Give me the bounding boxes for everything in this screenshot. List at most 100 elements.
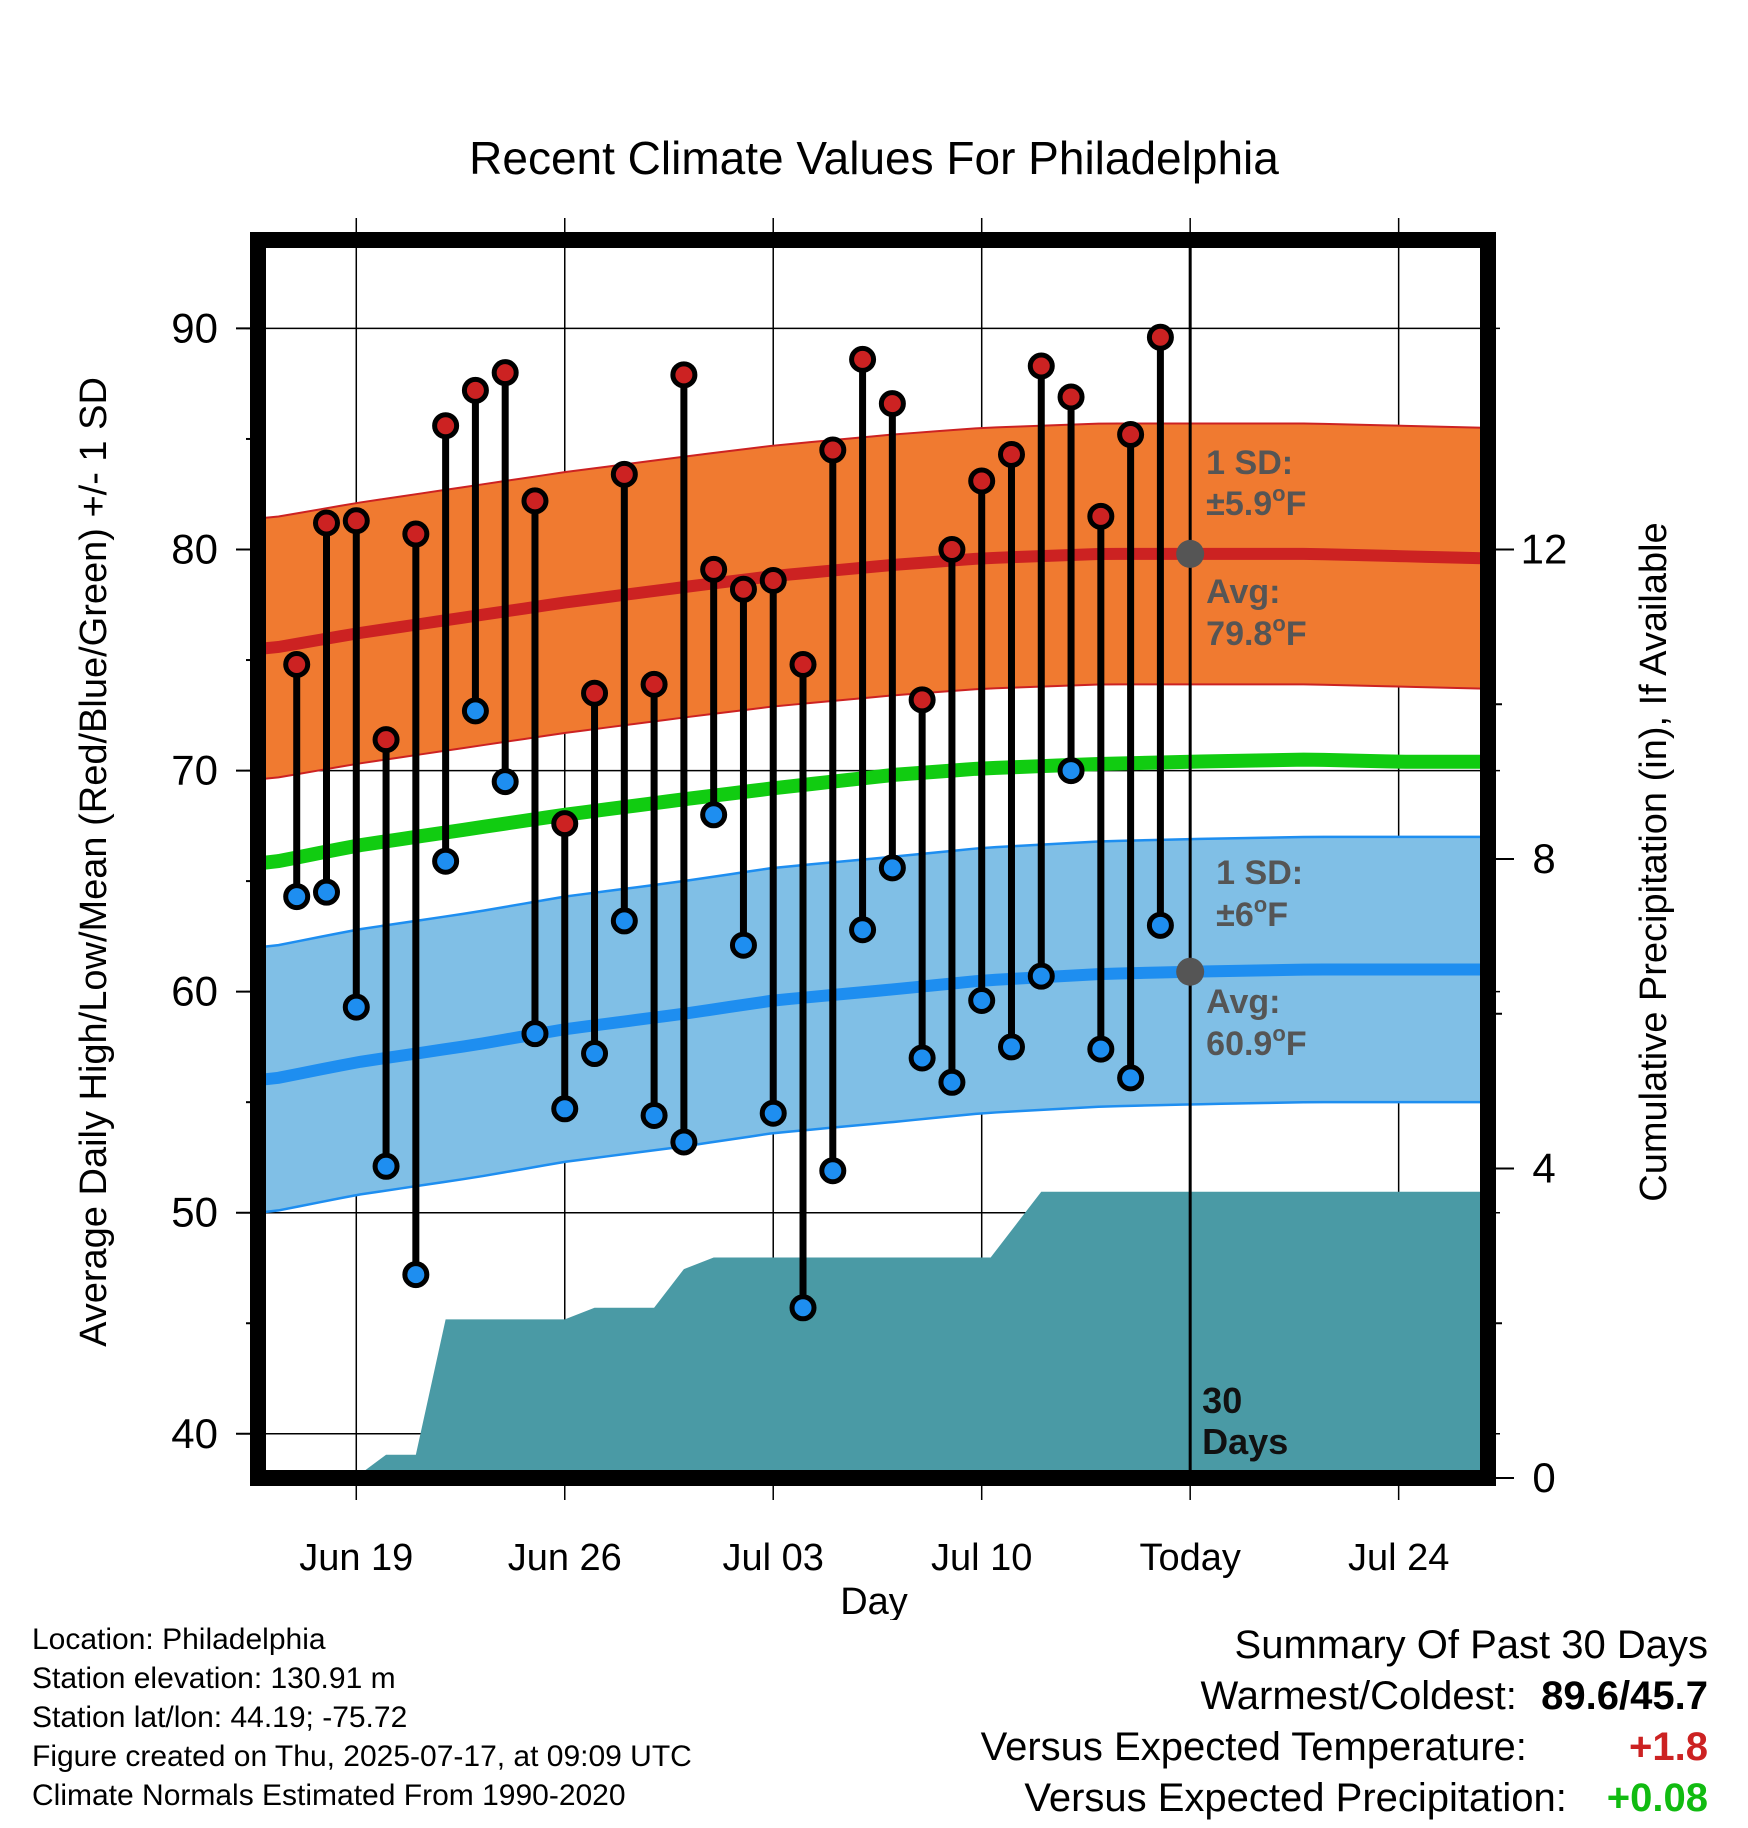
low-sd-label: 1 SD: [1216,854,1303,892]
daily-low-point [521,1020,549,1048]
y-tick-label: 80 [171,526,218,573]
daily-low-point [819,1157,847,1185]
high-sd-lower-line [257,683,1489,781]
daily-high-point [1087,502,1115,530]
daily-low-point [997,1033,1025,1061]
warmest-value: 89.6/45.7 [1541,1674,1708,1718]
daily-high-point [581,679,609,707]
x-tick-label: Jun 19 [299,1537,413,1579]
y-axis-label: Average Daily High/Low/Mean (Red/Blue/Gr… [73,377,115,1347]
precip-value: +0.08 [1606,1776,1708,1820]
daily-high-point [1027,352,1055,380]
low-avg-label: Avg: [1206,983,1280,1021]
x-tick-label: Jul 24 [1348,1537,1449,1579]
daily-low-point [1117,1064,1145,1092]
daily-high-point [789,650,817,678]
y2-tick-label: 0 [1532,1454,1555,1501]
high-avg-value: 79.8oF [1206,611,1306,653]
warmest-row: Warmest/Coldest: 89.6/45.7 [981,1671,1709,1722]
normal-mean-line [257,752,1488,871]
daily-low-point [700,801,728,829]
daily-high-point [729,575,757,603]
y-tick-label: 90 [171,304,218,351]
precip-row: Versus Expected Precipitation: +0.08 [981,1773,1708,1824]
normal-high-line [257,547,1489,655]
daily-high-point [700,555,728,583]
today-high-normal-marker [1176,539,1205,568]
station-info: Location: Philadelphia Station elevation… [32,1620,692,1815]
today-low-normal-marker [1176,957,1205,986]
daily-stems [293,337,1164,1308]
daily-low-point [640,1101,668,1129]
daily-low-point [908,1044,936,1072]
daily-high-point [849,345,877,373]
daily-high-point [402,520,430,548]
x-tick-label: Jun 26 [508,1537,622,1579]
daily-high-point [283,650,311,678]
high-sd-upper-line [257,422,1489,520]
daily-low-point [312,878,340,906]
daily-high-point [432,412,460,440]
daily-low-point [1146,911,1174,939]
latlon-text: Station lat/lon: 44.19; -75.72 [32,1701,408,1734]
low-sd-lower-line [257,1100,1488,1214]
warmest-label: Warmest/Coldest: [1200,1674,1517,1718]
high-sd-band [258,423,1488,780]
x-tick-label: Today [1139,1537,1240,1579]
daily-low-point [432,847,460,875]
created-text: Figure created on Thu, 2025-07-17, at 09… [32,1740,692,1773]
daily-low-point [878,854,906,882]
daily-high-point [759,566,787,594]
daily-low-point [1087,1035,1115,1063]
daily-high-point [908,686,936,714]
chart-title: Recent Climate Values For Philadelphia [469,132,1279,184]
x-axis-label: Day [840,1581,908,1620]
daily-high-point [938,536,966,563]
daily-low-point [968,986,996,1014]
y2-tick-label: 12 [1521,526,1568,573]
daily-low-point [491,768,519,796]
daily-high-point [1117,421,1145,449]
daily-low-point [342,993,370,1021]
daily-low-point [402,1261,430,1289]
daily-low-point [938,1068,966,1096]
daily-high-point [312,509,340,537]
precip-area [266,1191,1489,1478]
daily-high-point [670,361,698,389]
temp-row: Versus Expected Temperature: +1.8 [981,1722,1708,1773]
axes: 40 50 60 70 80 90 0 4 8 12 Jun 19 Jun 26 Jul 03 Jul 1… [171,304,1567,1579]
daily-high-point [372,726,400,754]
normal-low-line [257,963,1488,1087]
precip-label: Versus Expected Precipitation: [1024,1776,1567,1820]
daily-high-point [1057,383,1085,411]
daily-high-point [878,390,906,418]
high-sd-label: 1 SD: [1206,444,1293,482]
temp-value: +1.8 [1629,1725,1708,1769]
daily-high-point [1146,323,1174,351]
precip-cumulative-area [266,1191,1489,1478]
summary-panel: Summary Of Past 30 Days Warmest/Coldest:… [981,1620,1708,1824]
low-sd-upper-line [257,835,1488,949]
daily-high-point [968,467,996,495]
y-tick-label: 50 [171,1189,218,1236]
x-tick-label: Jul 03 [723,1537,824,1579]
y2-tick-label: 4 [1532,1145,1555,1192]
daily-low-point [551,1095,579,1123]
daily-high-point [610,460,638,488]
daily-points [283,323,1174,1322]
y-tick-label: 60 [171,968,218,1015]
daily-low-point [461,697,489,725]
y-tick-label: 70 [171,747,218,794]
daily-low-point [1057,757,1085,785]
low-avg-value: 60.9oF [1206,1021,1306,1063]
y-tick-label: 40 [171,1410,218,1457]
y2-tick-label: 8 [1532,835,1555,882]
daily-high-point [491,359,519,387]
high-sd-value: ±5.9oF [1206,481,1306,523]
location-text: Location: Philadelphia [32,1623,326,1656]
daily-high-point [521,487,549,515]
daily-high-point [997,440,1025,468]
daily-low-point [581,1040,609,1068]
daily-low-point [729,931,757,959]
daily-low-point [789,1294,817,1322]
